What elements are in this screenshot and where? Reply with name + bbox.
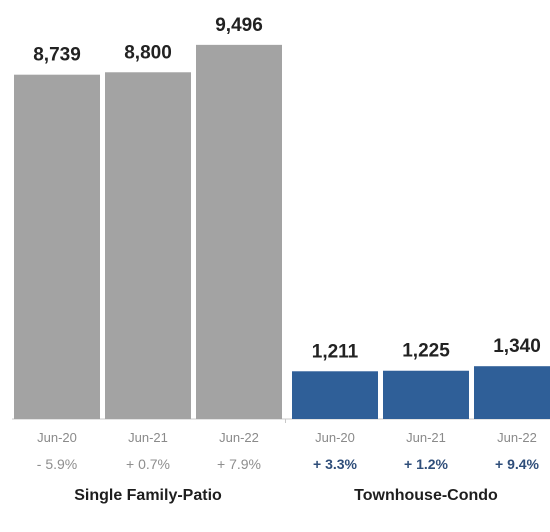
bar-value-label: 8,739 bbox=[33, 45, 81, 66]
bars-layer bbox=[14, 44, 550, 423]
bar-value-label: 1,211 bbox=[312, 341, 359, 362]
x-tick-label: Jun-22 bbox=[497, 430, 537, 445]
bar-single-family-jun-22 bbox=[196, 44, 282, 419]
x-tick-label: Jun-21 bbox=[128, 430, 168, 445]
bar-value-label: 1,340 bbox=[493, 336, 541, 357]
group-label-townhouse: Townhouse-Condo bbox=[354, 487, 498, 504]
group-label-single-family: Single Family-Patio bbox=[74, 487, 222, 504]
x-tick-label: Jun-21 bbox=[406, 430, 446, 445]
percent-change-label: + 1.2% bbox=[404, 456, 449, 472]
labels-layer: 8,739 Jun-20 - 5.9% 8,800 Jun-21 + 0.7% 9,496 J… bbox=[33, 15, 541, 504]
x-tick-label: Jun-20 bbox=[315, 430, 355, 445]
percent-change-label: + 0.7% bbox=[126, 456, 170, 472]
percent-change-label: - 5.9% bbox=[37, 456, 77, 472]
x-tick-label: Jun-22 bbox=[219, 430, 259, 445]
percent-change-label: + 9.4% bbox=[495, 456, 540, 472]
x-tick-label: Jun-20 bbox=[37, 430, 77, 445]
bar-townhouse-jun-22 bbox=[474, 366, 550, 419]
bar-value-label: 9,496 bbox=[215, 15, 263, 36]
bar-single-family-jun-21 bbox=[105, 72, 191, 419]
percent-change-label: + 3.3% bbox=[313, 456, 358, 472]
bar-value-label: 8,800 bbox=[124, 42, 172, 63]
bar-townhouse-jun-21 bbox=[383, 370, 469, 419]
bar-value-label: 1,225 bbox=[402, 341, 450, 362]
bar-townhouse-jun-20 bbox=[292, 371, 378, 419]
percent-change-label: + 7.9% bbox=[217, 456, 261, 472]
bar-single-family-jun-20 bbox=[14, 74, 100, 419]
